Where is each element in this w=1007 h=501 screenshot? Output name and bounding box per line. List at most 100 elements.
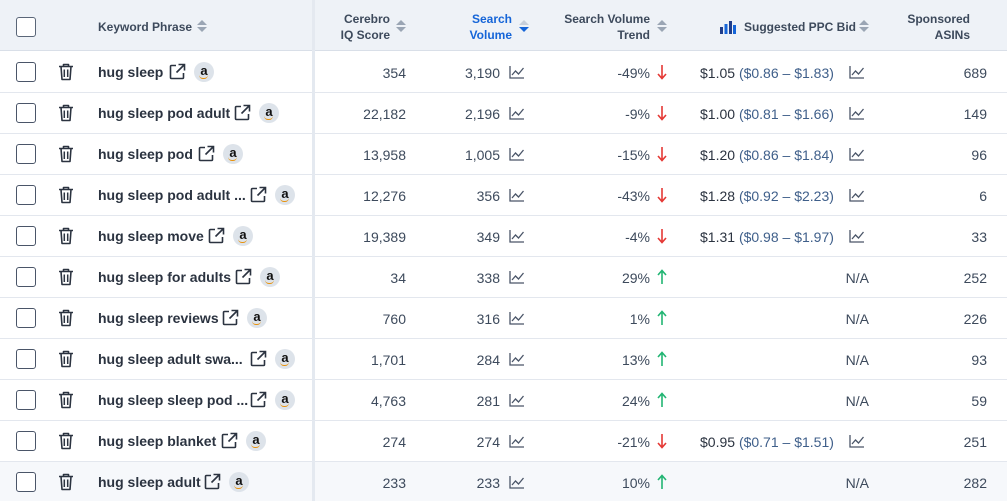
search-volume-trend: -43% xyxy=(617,188,650,204)
arrow-up-icon xyxy=(657,310,667,326)
ppc-chart-icon[interactable] xyxy=(849,106,865,120)
external-link-icon[interactable] xyxy=(233,104,251,122)
trend-sort-icon[interactable] xyxy=(657,20,667,34)
ppc-header[interactable]: Suggested PPC Bid xyxy=(744,20,857,34)
trash-icon[interactable] xyxy=(58,391,74,409)
row-checkbox[interactable] xyxy=(16,431,36,451)
row-checkbox[interactable] xyxy=(16,62,36,82)
external-link-icon[interactable] xyxy=(249,350,267,368)
search-volume-sort-icon[interactable] xyxy=(519,20,529,34)
external-link-icon[interactable] xyxy=(203,473,221,491)
amazon-icon[interactable]: a xyxy=(229,472,249,492)
row-checkbox[interactable] xyxy=(16,390,36,410)
volume-chart-icon[interactable] xyxy=(509,393,525,407)
ppc-bid-range: ($0.71 – $1.51) xyxy=(738,434,834,450)
keyword-phrase[interactable]: hug sleep xyxy=(98,64,164,80)
trash-icon[interactable] xyxy=(58,63,74,81)
amazon-icon[interactable]: a xyxy=(275,390,295,410)
volume-chart-icon[interactable] xyxy=(509,475,525,489)
volume-chart-icon[interactable] xyxy=(509,270,525,284)
ppc-chart-icon[interactable] xyxy=(849,188,865,202)
keyword-phrase[interactable]: hug sleep pod adult ... xyxy=(98,187,246,203)
keyword-phrase[interactable]: hug sleep pod adult xyxy=(98,105,231,121)
external-link-icon[interactable] xyxy=(249,391,267,409)
trash-icon[interactable] xyxy=(58,227,74,245)
keyword-phrase-header[interactable]: Keyword Phrase xyxy=(98,20,193,34)
external-link-icon[interactable] xyxy=(221,309,239,327)
ppc-chart-icon[interactable] xyxy=(849,434,865,448)
ppc-bid-value: $1.20 xyxy=(700,147,736,163)
arrow-down-icon xyxy=(657,146,667,162)
trash-icon[interactable] xyxy=(58,104,74,122)
keyword-phrase[interactable]: hug sleep move xyxy=(98,228,204,244)
external-link-icon[interactable] xyxy=(197,145,215,163)
sponsored-asins: 226 xyxy=(963,311,987,327)
cerebro-iq-sort-icon[interactable] xyxy=(396,20,406,34)
ppc-bid: $1.31 ($0.98 – $1.97) xyxy=(700,228,834,246)
volume-chart-icon[interactable] xyxy=(509,106,525,120)
volume-chart-icon[interactable] xyxy=(509,188,525,202)
amazon-icon[interactable]: a xyxy=(246,431,266,451)
external-link-icon[interactable] xyxy=(234,268,252,286)
trash-icon[interactable] xyxy=(58,145,74,163)
volume-chart-icon[interactable] xyxy=(509,229,525,243)
keyword-phrase[interactable]: hug sleep adult xyxy=(98,474,201,490)
search-volume-header[interactable]: Search Volume xyxy=(440,11,512,43)
volume-chart-icon[interactable] xyxy=(509,352,525,366)
search-volume-trend: -9% xyxy=(625,106,650,122)
search-volume: 356 xyxy=(476,188,500,204)
keyword-phrase[interactable]: hug sleep pod xyxy=(98,146,193,162)
external-link-icon[interactable] xyxy=(168,63,186,81)
row-checkbox[interactable] xyxy=(16,349,36,369)
keyword-phrase[interactable]: hug sleep reviews xyxy=(98,310,219,326)
trash-icon[interactable] xyxy=(58,186,74,204)
external-link-icon[interactable] xyxy=(207,227,225,245)
trash-icon[interactable] xyxy=(58,432,74,450)
search-volume: 233 xyxy=(476,475,500,491)
trash-icon[interactable] xyxy=(58,473,74,491)
volume-chart-icon[interactable] xyxy=(509,65,525,79)
amazon-icon[interactable]: a xyxy=(275,185,295,205)
volume-chart-icon[interactable] xyxy=(509,147,525,161)
external-link-icon[interactable] xyxy=(249,186,267,204)
volume-chart-icon[interactable] xyxy=(509,311,525,325)
row-checkbox[interactable] xyxy=(16,144,36,164)
table-row: hug sleep a 354 3,190 -49% $1.05 ($0.86 – $1.… xyxy=(0,52,1007,93)
keyword-sort-icon[interactable] xyxy=(197,20,207,34)
ppc-bid: $1.05 ($0.86 – $1.83) xyxy=(700,64,834,82)
cerebro-iq-header[interactable]: Cerebro IQ Score xyxy=(320,11,390,43)
trash-icon[interactable] xyxy=(58,268,74,286)
amazon-icon[interactable]: a xyxy=(275,349,295,369)
keyword-phrase[interactable]: hug sleep sleep pod ... xyxy=(98,392,249,408)
amazon-icon[interactable]: a xyxy=(259,103,279,123)
keyword-phrase[interactable]: hug sleep for adults xyxy=(98,269,232,285)
amazon-icon[interactable]: a xyxy=(223,144,243,164)
amazon-icon[interactable]: a xyxy=(260,267,280,287)
row-checkbox[interactable] xyxy=(16,226,36,246)
select-all-checkbox[interactable] xyxy=(16,17,36,37)
keyword-phrase[interactable]: hug sleep blanket xyxy=(98,433,217,449)
ppc-chart-icon[interactable] xyxy=(849,147,865,161)
table-row: hug sleep adult a 233 233 10% N/A 282 xyxy=(0,462,1007,501)
trash-icon[interactable] xyxy=(58,309,74,327)
cerebro-iq-score: 233 xyxy=(382,475,406,491)
trash-icon[interactable] xyxy=(58,350,74,368)
row-checkbox[interactable] xyxy=(16,103,36,123)
amazon-icon[interactable]: a xyxy=(194,62,214,82)
row-checkbox[interactable] xyxy=(16,472,36,492)
row-checkbox[interactable] xyxy=(16,185,36,205)
arrow-down-icon xyxy=(657,105,667,121)
row-checkbox[interactable] xyxy=(16,308,36,328)
sponsored-asins-header[interactable]: Sponsored ASINs xyxy=(895,11,970,43)
amazon-icon[interactable]: a xyxy=(233,226,253,246)
volume-chart-icon[interactable] xyxy=(509,434,525,448)
ppc-bid-range: ($0.86 – $1.83) xyxy=(738,65,834,81)
external-link-icon[interactable] xyxy=(220,432,238,450)
ppc-sort-icon[interactable] xyxy=(859,20,869,34)
amazon-icon[interactable]: a xyxy=(247,308,267,328)
trend-header[interactable]: Search Volume Trend xyxy=(550,11,650,43)
keyword-phrase[interactable]: hug sleep adult swa... xyxy=(98,351,243,367)
ppc-chart-icon[interactable] xyxy=(849,65,865,79)
ppc-chart-icon[interactable] xyxy=(849,229,865,243)
row-checkbox[interactable] xyxy=(16,267,36,287)
